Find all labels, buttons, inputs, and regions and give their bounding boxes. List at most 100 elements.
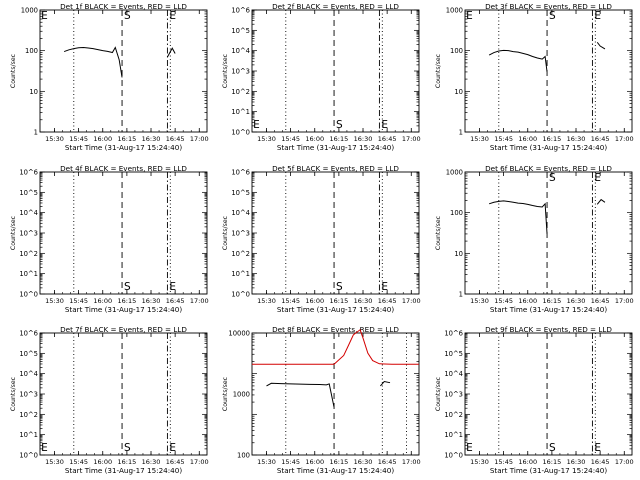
marker-label-s: S — [549, 10, 556, 22]
plot-frame — [39, 332, 208, 456]
y-tick-label: 10^1 — [231, 108, 250, 116]
plot-frame — [251, 9, 420, 133]
x-tick-label: 16:00 — [518, 135, 537, 143]
y-tick-label: 10^4 — [444, 370, 463, 378]
x-tick-label: 16:15 — [118, 458, 137, 466]
y-tick-label: 10^0 — [231, 291, 250, 299]
series-line-1 — [488, 200, 548, 234]
x-tick-label: 16:45 — [378, 458, 397, 466]
x-tick-label: 16:00 — [93, 297, 112, 305]
x-axis-label: Start Time (31-Aug-17 15:24:40) — [277, 305, 394, 314]
x-tick-label: 16:45 — [166, 135, 185, 143]
y-axis-label: Counts/sec — [435, 215, 442, 250]
x-tick-label: 16:15 — [543, 135, 562, 143]
y-axis-label: Counts/sec — [10, 215, 17, 250]
y-tick-label: 10^6 — [444, 330, 463, 338]
x-axis-label: Start Time (31-Aug-17 15:24:40) — [277, 466, 394, 475]
plot-frame — [464, 332, 633, 456]
series-line-1 — [63, 46, 123, 78]
x-tick-label: 15:45 — [281, 297, 300, 305]
x-tick-label: 17:00 — [402, 458, 421, 466]
x-tick-label: 16:30 — [567, 297, 586, 305]
marker-label-s: S — [549, 442, 556, 454]
y-tick-label: 10^3 — [231, 230, 250, 238]
y-tick-label: 10^1 — [231, 270, 250, 278]
x-tick-label: 16:30 — [354, 458, 373, 466]
marker-label-e: E — [381, 119, 388, 131]
x-tick-label: 15:30 — [45, 458, 64, 466]
marker-label-e: E — [381, 281, 388, 293]
y-tick-label: 10^2 — [19, 250, 38, 258]
y-tick-label: 10^6 — [231, 7, 250, 15]
chart-panel-4: Det 4f BLACK = Events, RED = LLD 15:30 15:… — [10, 164, 209, 314]
x-tick-label: 17:00 — [402, 297, 421, 305]
chart-panel-8: Det 8f BLACK = Events, RED = LLD 15:30 15:… — [222, 325, 421, 475]
plot-frame — [251, 171, 420, 295]
chart-title: Det 2f BLACK = Events, RED = LLD — [272, 2, 399, 11]
x-tick-label: 15:45 — [494, 458, 513, 466]
x-tick-label: 17:00 — [615, 135, 634, 143]
x-tick-label: 16:15 — [330, 458, 349, 466]
marker-label-e: E — [41, 442, 48, 454]
chart-title: Det 4f BLACK = Events, RED = LLD — [60, 164, 187, 173]
y-tick-label: 100 — [450, 47, 463, 55]
marker-label-s: S — [124, 10, 131, 22]
x-tick-label: 16:45 — [166, 458, 185, 466]
y-tick-label: 10^0 — [19, 452, 38, 460]
y-axis-label: Counts/sec — [222, 376, 229, 411]
x-tick-label: 16:45 — [378, 297, 397, 305]
y-axis-label: Counts/sec — [222, 53, 229, 88]
x-axis-label: Start Time (31-Aug-17 15:24:40) — [277, 143, 394, 152]
x-tick-label: 16:30 — [142, 297, 161, 305]
x-tick-label: 16:00 — [93, 135, 112, 143]
chart-title: Det 3f BLACK = Events, RED = LLD — [485, 2, 612, 11]
x-axis-label: Start Time (31-Aug-17 15:24:40) — [490, 143, 607, 152]
x-tick-label: 15:30 — [470, 135, 489, 143]
y-tick-label: 10^1 — [19, 431, 38, 439]
x-tick-label: 16:00 — [305, 135, 324, 143]
x-tick-label: 15:30 — [470, 297, 489, 305]
y-tick-label: 10^4 — [231, 47, 250, 55]
y-tick-label: 10^2 — [444, 411, 463, 419]
marker-label-e: E — [169, 10, 176, 22]
y-axis-label: Counts/sec — [10, 376, 17, 411]
marker-label-s: S — [124, 281, 131, 293]
x-axis-label: Start Time (31-Aug-17 15:24:40) — [490, 305, 607, 314]
chart-panel-6: Det 6f BLACK = Events, RED = LLD 15:30 15:… — [435, 164, 634, 314]
y-tick-label: 10^3 — [444, 391, 463, 399]
marker-label-e: E — [169, 281, 176, 293]
plot-frame — [39, 171, 208, 295]
y-tick-label: 10^4 — [231, 209, 250, 217]
x-tick-label: 16:00 — [518, 297, 537, 305]
marker-label-e: E — [594, 442, 601, 454]
x-tick-label: 15:30 — [257, 297, 276, 305]
x-tick-label: 15:45 — [494, 135, 513, 143]
y-tick-label: 1 — [459, 291, 463, 299]
y-axis-label: Counts/sec — [10, 53, 17, 88]
chart-panel-3: Det 3f BLACK = Events, RED = LLD 15:30 15:… — [435, 2, 634, 152]
y-tick-label: 10^4 — [19, 209, 38, 217]
x-tick-label: 16:45 — [591, 458, 610, 466]
marker-label-e: E — [253, 119, 260, 131]
chart-title: Det 5f BLACK = Events, RED = LLD — [272, 164, 399, 173]
x-tick-label: 16:45 — [378, 135, 397, 143]
x-tick-label: 15:30 — [470, 458, 489, 466]
x-tick-label: 16:15 — [543, 458, 562, 466]
marker-label-s: S — [549, 172, 556, 184]
series-line-3 — [380, 381, 391, 387]
x-tick-label: 17:00 — [190, 297, 209, 305]
y-axis-label: Counts/sec — [435, 53, 442, 88]
series-line-2 — [596, 198, 606, 205]
chart-title: Det 8f BLACK = Events, RED = LLD — [272, 325, 399, 334]
x-tick-label: 16:30 — [142, 458, 161, 466]
y-tick-label: 1000 — [21, 7, 38, 15]
x-tick-label: 16:00 — [518, 458, 537, 466]
y-tick-label: 10^5 — [444, 350, 463, 358]
y-tick-label: 10 — [29, 88, 38, 96]
y-tick-label: 10^2 — [231, 250, 250, 258]
x-tick-label: 16:30 — [354, 135, 373, 143]
series-line-2 — [596, 42, 606, 50]
y-tick-label: 10^3 — [19, 230, 38, 238]
y-tick-label: 10^6 — [19, 330, 38, 338]
